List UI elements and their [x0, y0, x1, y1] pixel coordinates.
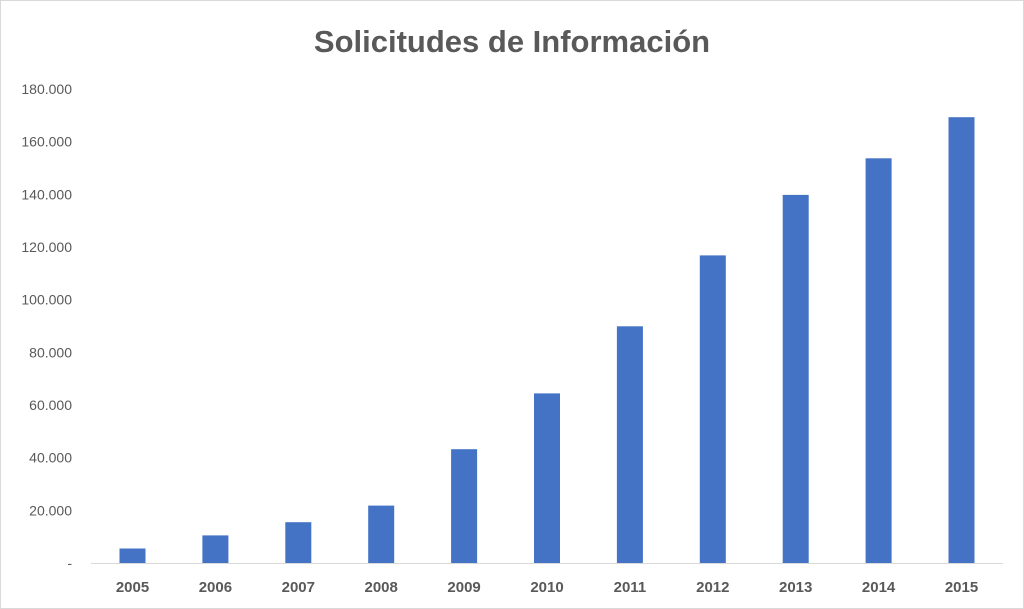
- x-tick-label: 2009: [447, 579, 480, 596]
- x-tick-label: 2012: [696, 579, 729, 596]
- bars: [119, 117, 975, 564]
- y-tick-label: 20.000: [29, 502, 72, 518]
- y-tick-label: -: [67, 555, 72, 571]
- x-tick-label: 2008: [365, 579, 398, 596]
- y-tick-label: 160.000: [21, 134, 72, 150]
- y-tick-label: 140.000: [21, 186, 72, 202]
- y-tick-label: 40.000: [29, 450, 72, 466]
- x-axis-labels: 2005 2006 2007 2008 2009 2010 2011 2012 2013 2014…: [116, 579, 978, 596]
- bar-2008: [368, 505, 395, 563]
- y-axis-labels: - 20.000 40.000 60.000 80.000 100.000 120.000 1…: [21, 81, 72, 571]
- x-tick-label: 2015: [945, 579, 978, 596]
- bar-2015: [948, 117, 975, 563]
- bar-2007: [285, 522, 312, 563]
- x-tick-label: 2013: [779, 579, 812, 596]
- x-tick-label: 2005: [116, 579, 149, 596]
- bar-2012: [699, 255, 726, 563]
- y-tick-label: 60.000: [29, 397, 72, 413]
- x-tick-label: 2006: [199, 579, 232, 596]
- x-tick-label: 2007: [282, 579, 315, 596]
- bar-2014: [865, 158, 892, 564]
- x-tick-label: 2011: [614, 579, 647, 596]
- y-tick-label: 120.000: [21, 239, 72, 255]
- bar-2009: [451, 449, 478, 563]
- bar-2006: [202, 535, 229, 563]
- x-tick-label: 2010: [530, 579, 563, 596]
- bar-2013: [782, 194, 809, 563]
- bar-2005: [119, 548, 146, 563]
- bar-2010: [534, 393, 560, 563]
- chart-title: Solicitudes de Información: [314, 24, 710, 59]
- bar-2011: [616, 326, 643, 563]
- y-tick-label: 80.000: [29, 344, 72, 360]
- y-tick-label: 180.000: [21, 81, 72, 97]
- x-tick-label: 2014: [862, 579, 896, 596]
- y-tick-label: 100.000: [21, 292, 72, 308]
